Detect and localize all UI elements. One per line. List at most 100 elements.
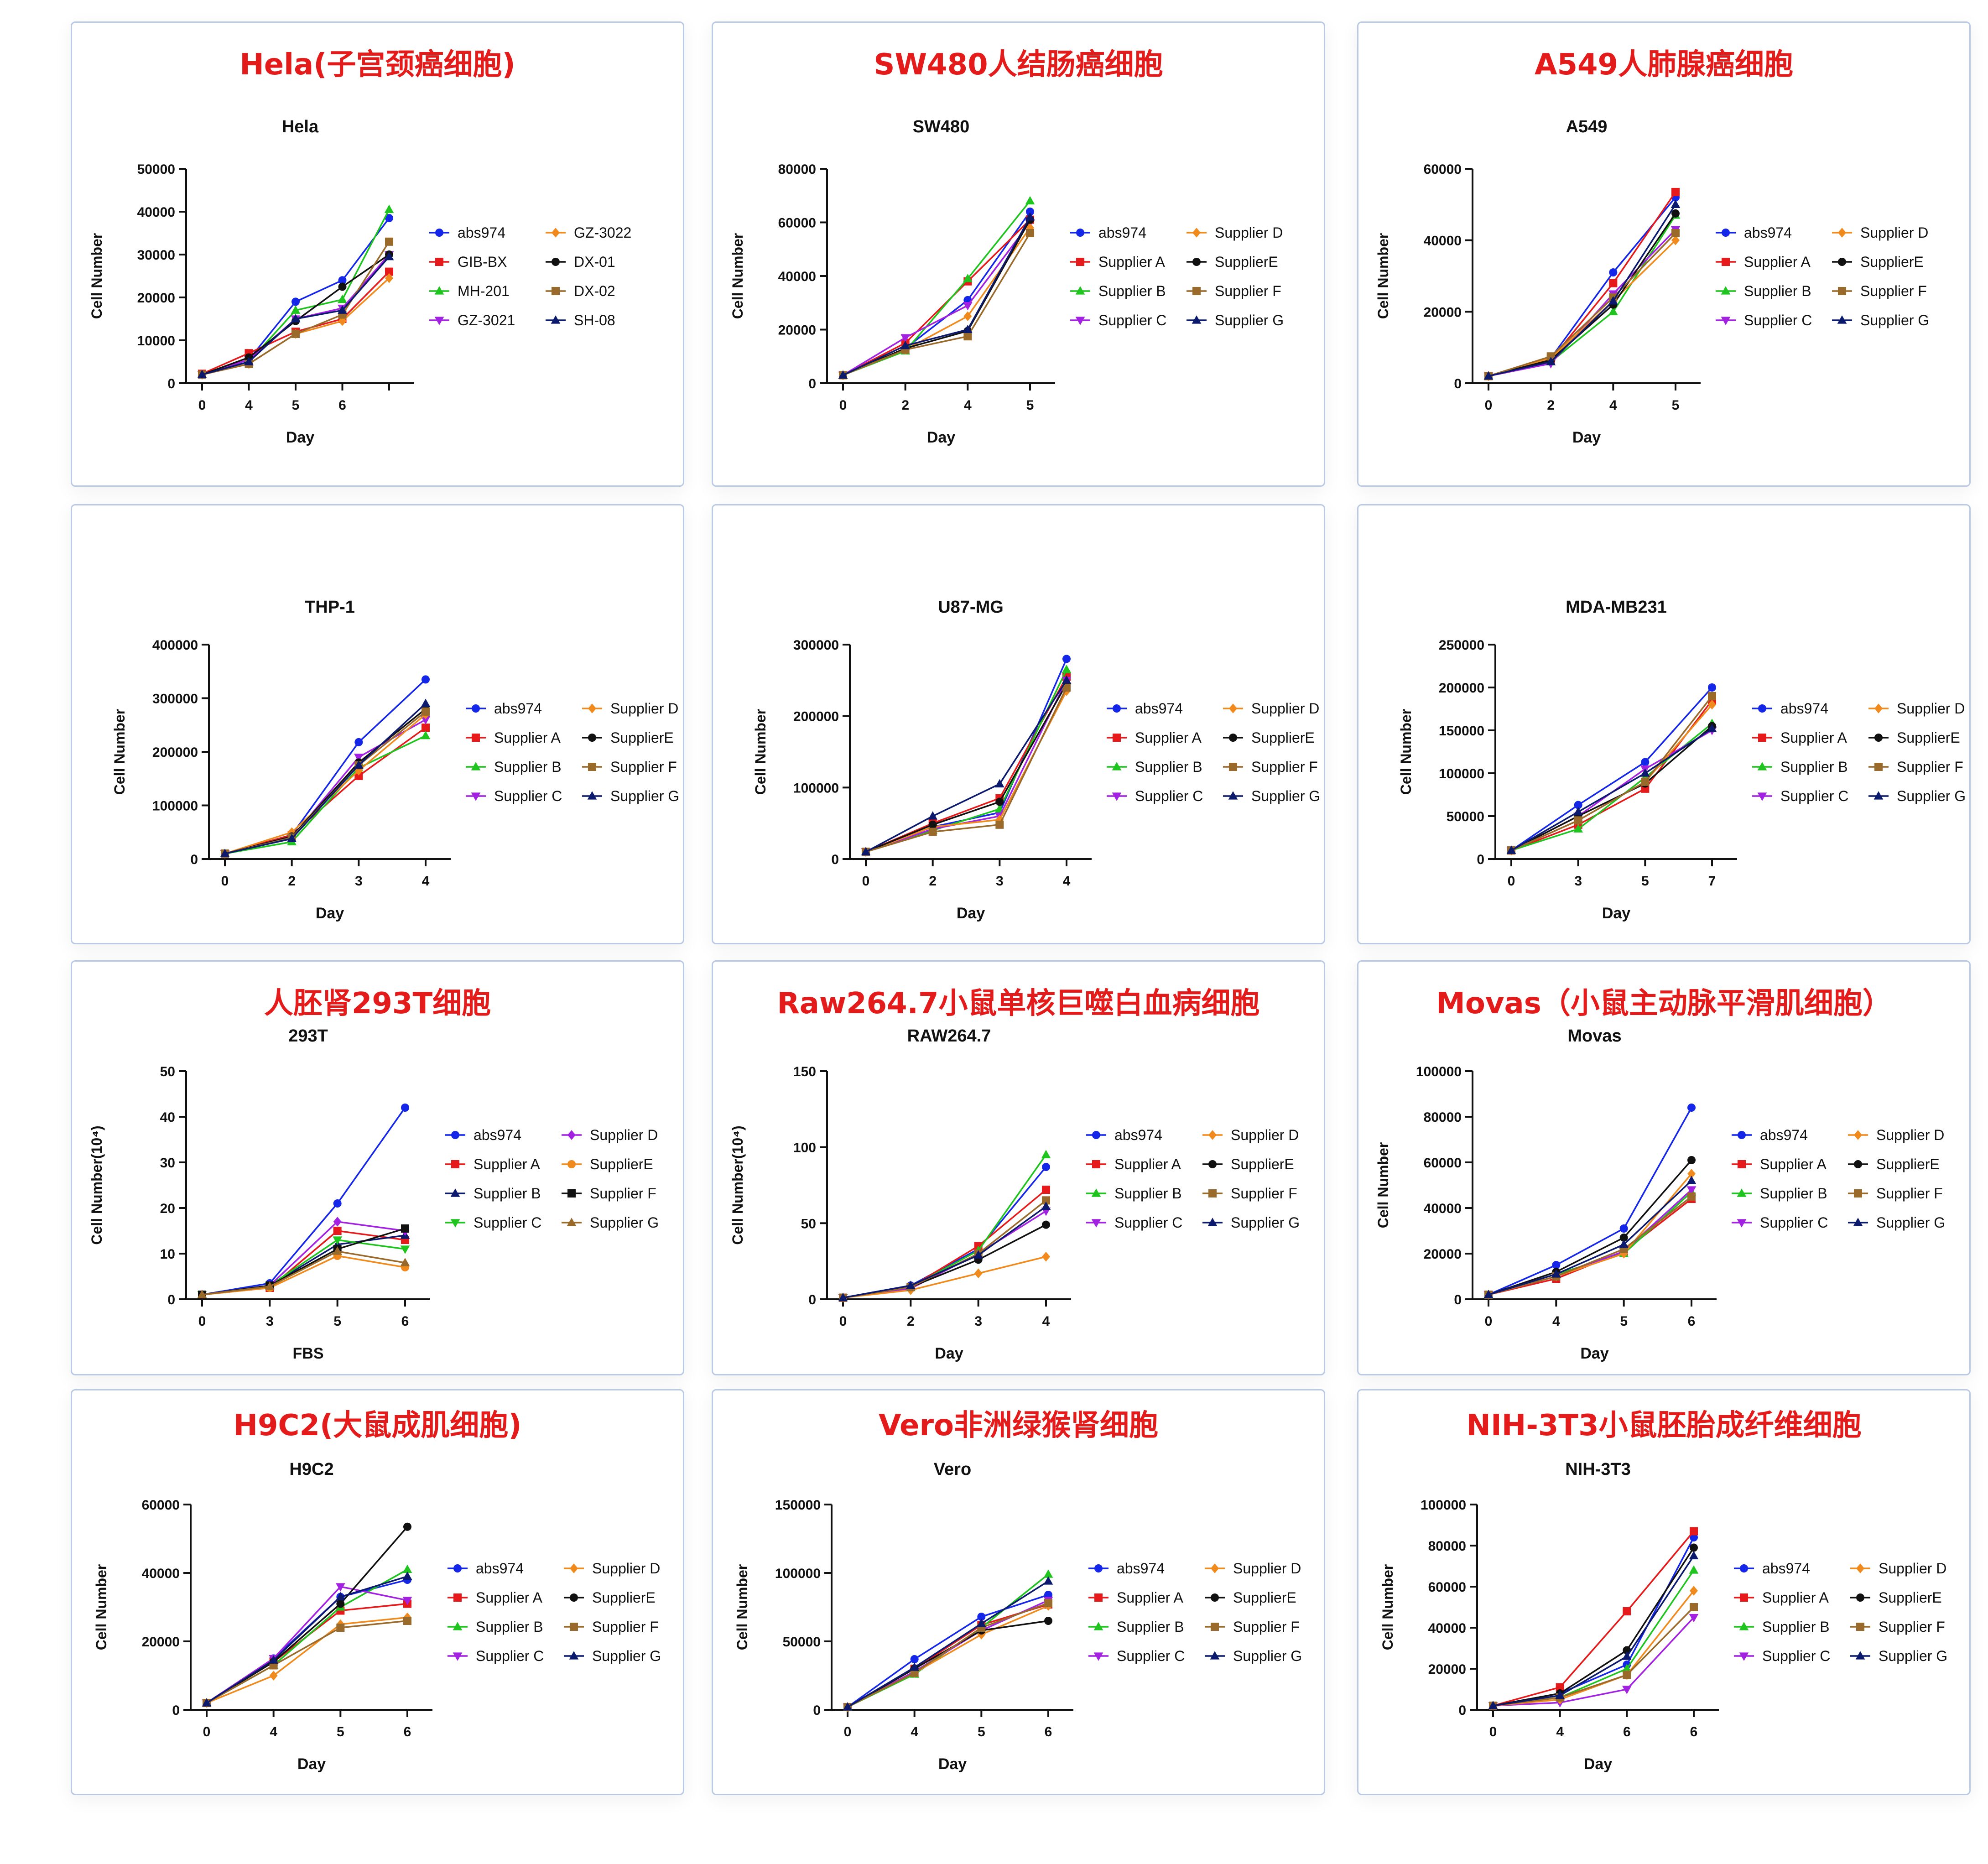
y-axis-label: Cell Number <box>752 709 769 795</box>
legend-label: Supplier F <box>1879 1619 1945 1635</box>
legend-marker <box>471 792 481 801</box>
data-point <box>403 1522 411 1531</box>
legend-item: Supplier F <box>562 1185 656 1202</box>
data-point <box>973 1250 984 1259</box>
legend-item: Supplier G <box>1205 1648 1302 1664</box>
legend-item: Supplier G <box>562 1214 659 1231</box>
series-line <box>843 1166 1047 1299</box>
legend-marker <box>1757 762 1767 771</box>
data-point <box>385 267 393 276</box>
y-tick-label: 300000 <box>793 638 839 653</box>
data-point <box>1573 824 1583 833</box>
legend-label: GIB-BX <box>458 254 507 270</box>
series-suppliere <box>843 1617 1052 1711</box>
y-tick-label: 0 <box>1477 852 1484 867</box>
chart-svg: RAW264.7 0 50 100 150 0 2 3 4 Day Cell Number(10⁴)… <box>729 1026 1300 1362</box>
legend-label: Supplier F <box>610 759 677 775</box>
chart-title: THP-1 <box>305 598 355 617</box>
y-tick-label: 60000 <box>1428 1580 1466 1595</box>
legend-marker <box>1721 317 1731 325</box>
legend-marker <box>588 734 596 742</box>
x-axis-label: Day <box>286 429 314 446</box>
legend-label: Supplier A <box>1780 729 1847 746</box>
legend-marker <box>1093 1652 1103 1661</box>
legend-item: Supplier G <box>1223 788 1320 804</box>
data-point <box>354 760 364 769</box>
legend-label: Supplier D <box>1876 1127 1944 1143</box>
legend-item: Supplier F <box>1850 1619 1945 1635</box>
series-line <box>206 1620 408 1704</box>
legend-marker <box>1113 734 1121 742</box>
legend-marker <box>1229 734 1237 742</box>
legend-marker <box>435 258 443 266</box>
data-point <box>1062 665 1072 673</box>
y-axis-label: Cell Number <box>734 1564 750 1650</box>
data-point <box>1044 1599 1052 1607</box>
data-point <box>838 1292 848 1302</box>
chart-svg: U87-MG 0 100000 200000 300000 0 2 3 4 Day Cell Num… <box>752 598 1320 922</box>
series-suppliere <box>862 680 1071 856</box>
legend-marker <box>552 287 560 295</box>
data-point <box>900 334 911 343</box>
chart-panel-mda-mb231: MDA-MB231 0 50000 100000 150000 200000 250000 0… <box>1357 504 1971 944</box>
chart-title: H9C2 <box>289 1460 333 1479</box>
x-axis-label: Day <box>957 905 985 922</box>
series-line <box>1493 1617 1695 1707</box>
legend-marker <box>1854 1160 1862 1168</box>
series-supplier-b <box>220 730 431 857</box>
x-axis-label: Day <box>927 429 955 446</box>
legend-marker <box>1192 287 1201 295</box>
legend-item: Supplier B <box>1752 759 1848 775</box>
legend-label: Supplier D <box>590 1127 658 1143</box>
x-tick-label: 0 <box>198 1314 206 1329</box>
legend-item: SupplierE <box>582 729 674 746</box>
legend-label: Supplier D <box>1215 224 1283 241</box>
legend-label: SupplierE <box>1879 1589 1942 1606</box>
legend-item: Supplier F <box>1205 1619 1300 1635</box>
legend-label: Supplier F <box>1233 1619 1300 1635</box>
data-point <box>1619 1224 1628 1233</box>
legend-label: Supplier D <box>1879 1560 1946 1577</box>
data-point <box>385 237 393 246</box>
data-point <box>197 1290 207 1298</box>
legend-marker <box>435 229 443 237</box>
data-point <box>384 204 394 213</box>
legend-label: DX-02 <box>574 283 615 299</box>
data-point <box>336 1624 345 1632</box>
data-point <box>1619 1239 1629 1248</box>
x-tick-label: 3 <box>355 874 363 889</box>
legend-marker <box>1192 258 1201 266</box>
y-tick-label: 20 <box>160 1201 175 1216</box>
data-point <box>333 1246 343 1255</box>
x-tick-label: 6 <box>1690 1724 1698 1739</box>
chart-svg: A549 0 20000 40000 60000 0 2 4 5 Day Cell Number ab… <box>1375 117 1929 446</box>
legend-label: Supplier G <box>590 1214 659 1231</box>
data-point <box>1641 777 1650 786</box>
legend-label: Supplier G <box>1860 312 1929 328</box>
legend-label: Supplier D <box>1897 700 1965 717</box>
legend-marker <box>1757 792 1767 801</box>
data-point <box>1026 229 1034 237</box>
data-point <box>1546 357 1556 365</box>
legend-label: Supplier B <box>1098 283 1166 299</box>
series-line <box>843 222 1031 376</box>
legend-marker <box>1856 1623 1864 1631</box>
panel-heading: SW480人结肠癌细胞 <box>874 48 1163 82</box>
legend-label: Supplier B <box>474 1185 541 1202</box>
legend-label: Supplier A <box>494 729 561 746</box>
chart-panel-h9c2: H9C2(大鼠成肌细胞) H9C2 0 20000 40000 60000 0 4 5 6 Day C… <box>71 1389 684 1795</box>
chart-panel-vero: Vero非洲绿猴肾细胞 Vero 0 50000 100000 150000 0 4 5 6 Day… <box>712 1389 1325 1795</box>
data-point <box>291 314 301 323</box>
series-line <box>202 277 390 375</box>
series-line <box>1488 1107 1692 1296</box>
series-supplier-f <box>839 229 1034 380</box>
legend-label: Supplier D <box>1251 700 1319 717</box>
data-point <box>1690 1586 1698 1596</box>
legend-marker <box>453 1564 462 1572</box>
y-tick-label: 40000 <box>1424 1201 1462 1216</box>
legend-item: Supplier A <box>466 729 561 746</box>
panel-heading: Movas（小鼠主动脉平滑肌细胞） <box>1436 987 1892 1021</box>
legend-marker <box>471 762 481 771</box>
series-supplier-g <box>861 675 1072 855</box>
y-tick-label: 20000 <box>1424 1247 1462 1262</box>
